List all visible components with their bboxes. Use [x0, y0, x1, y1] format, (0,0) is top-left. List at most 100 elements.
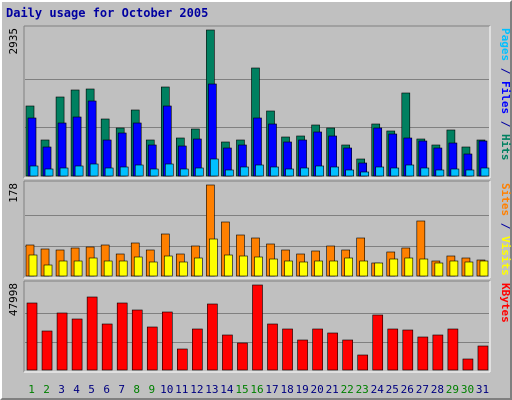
day-label-18: 18 [280, 383, 293, 396]
day-label-30: 30 [461, 383, 474, 396]
visits-bar-sites-day-3 [58, 260, 68, 277]
day-label-7: 7 [118, 383, 125, 396]
day-label-8: 8 [133, 383, 140, 396]
hits-bar-pages-day-25 [390, 167, 400, 177]
visits-bar-sites-day-14 [224, 254, 233, 277]
kbytes-bar-kbytes-day-25 [387, 328, 399, 371]
visits-bar-sites-day-22 [344, 257, 353, 277]
kbytes-bar-kbytes-day-21 [327, 332, 338, 371]
day-label-22: 22 [341, 383, 354, 396]
kbytes-bar-kbytes-day-18 [282, 328, 293, 371]
kbytes-bar-kbytes-day-10 [161, 311, 173, 371]
hits-bar-pages-day-10 [164, 163, 174, 177]
day-label-16: 16 [250, 383, 263, 396]
kbytes-series-label: KBytes [499, 283, 512, 323]
hits-bar-pages-day-18 [285, 168, 294, 177]
day-label-24: 24 [371, 383, 385, 396]
visits-bar-sites-day-8 [133, 256, 143, 277]
visits-bar-sites-day-23 [359, 260, 369, 277]
hits-bar-pages-day-5 [89, 163, 99, 177]
visits-bar-sites-day-29 [449, 260, 459, 277]
kbytes-bar-kbytes-day-9 [146, 326, 158, 371]
day-label-19: 19 [295, 383, 308, 396]
day-label-9: 9 [148, 383, 155, 396]
hits-bar-pages-day-15 [240, 166, 249, 177]
day-label-23: 23 [356, 383, 369, 396]
kbytes-bar-kbytes-day-3 [56, 312, 68, 371]
day-label-11: 11 [175, 383, 188, 396]
kbytes-bar-kbytes-day-17 [267, 323, 278, 371]
day-label-1: 1 [28, 383, 35, 396]
visits-bar-sites-day-19 [299, 261, 308, 277]
visits-bar-sites-day-1 [28, 254, 38, 277]
visits-bar-sites-day-21 [329, 260, 338, 277]
visits-bar-sites-day-26 [404, 257, 414, 277]
visits-bar-sites-day-12 [194, 257, 203, 277]
kbytes-bar-kbytes-day-7 [116, 302, 128, 371]
kbytes-bar-kbytes-day-30 [462, 358, 474, 371]
day-label-29: 29 [446, 383, 459, 396]
hits-bar-pages-day-11 [180, 168, 189, 177]
hits-bar-pages-day-23 [360, 171, 370, 177]
visits-bar-sites-day-18 [284, 260, 293, 277]
day-label-27: 27 [416, 383, 429, 396]
hits-bar-pages-day-17 [270, 166, 279, 177]
day-label-31: 31 [476, 383, 489, 396]
hits-bar-pages-day-28 [435, 169, 445, 177]
hits-bar-pages-day-24 [375, 166, 385, 177]
hits-bar-pages-day-9 [149, 168, 159, 177]
hits-bar-pages-day-13 [210, 158, 219, 177]
hits-bar-pages-day-7 [119, 166, 129, 177]
hits-bar-pages-day-30 [465, 169, 475, 177]
day-label-21: 21 [326, 383, 339, 396]
day-label-2: 2 [43, 383, 50, 396]
day-label-3: 3 [58, 383, 65, 396]
day-label-5: 5 [88, 383, 95, 396]
hits-bar-pages-day-6 [104, 167, 114, 177]
day-label-13: 13 [205, 383, 218, 396]
visits-bar-sites-day-27 [419, 258, 429, 277]
chart-title: Daily usage for October 2005 [6, 6, 209, 20]
kbytes-bar-kbytes-day-12 [192, 328, 203, 371]
hits-bar-pages-day-16 [255, 164, 264, 177]
kbytes-bar-kbytes-day-22 [342, 339, 353, 371]
kbytes-bar-kbytes-day-4 [71, 318, 83, 371]
hits-bar-pages-day-31 [480, 167, 490, 177]
kbytes-bar-kbytes-day-5 [86, 296, 98, 371]
kbytes-bar-kbytes-day-24 [372, 314, 384, 371]
hits-bar-pages-day-21 [330, 166, 339, 177]
visits-bar-sites-day-5 [88, 257, 98, 277]
visits-bar-sites-day-7 [118, 260, 128, 277]
visits-bar-sites-day-30 [464, 261, 474, 277]
visits-bar-sites-day-11 [179, 261, 188, 277]
kbytes-bar-kbytes-day-31 [477, 345, 489, 371]
visits-max-label: 178 [7, 183, 20, 203]
visits-bar-sites-day-17 [269, 258, 278, 277]
visits-bar-sites-day-25 [389, 258, 399, 277]
visits-bar-sites-day-16 [254, 256, 263, 277]
hits-bar-pages-day-2 [44, 168, 54, 177]
hits-bar-pages-day-26 [405, 164, 415, 177]
visits-bar-sites-day-24 [374, 262, 384, 277]
kbytes-bar-kbytes-day-29 [447, 328, 459, 371]
visits-series-label: Sites / Visits [499, 183, 512, 276]
day-label-14: 14 [220, 383, 234, 396]
hits-bar-pages-day-8 [134, 164, 144, 177]
kbytes-bar-kbytes-day-15 [237, 342, 248, 371]
kbytes-bar-kbytes-day-26 [402, 329, 414, 371]
visits-bar-sites-day-9 [148, 261, 158, 277]
kbytes-bar-kbytes-day-8 [131, 309, 143, 371]
day-label-12: 12 [190, 383, 203, 396]
kbytes-max-label: 47998 [7, 283, 20, 316]
visits-bar-sites-day-20 [314, 260, 323, 277]
kbytes-bar-kbytes-day-13 [207, 303, 218, 371]
visits-bar-sites-day-4 [73, 260, 83, 277]
day-label-28: 28 [431, 383, 444, 396]
day-label-4: 4 [73, 383, 80, 396]
day-label-17: 17 [265, 383, 278, 396]
hits-bar-pages-day-19 [300, 167, 309, 177]
hits-bar-pages-day-12 [195, 167, 204, 177]
hits-bar-pages-day-4 [74, 165, 84, 177]
kbytes-bar-kbytes-day-20 [312, 328, 323, 371]
